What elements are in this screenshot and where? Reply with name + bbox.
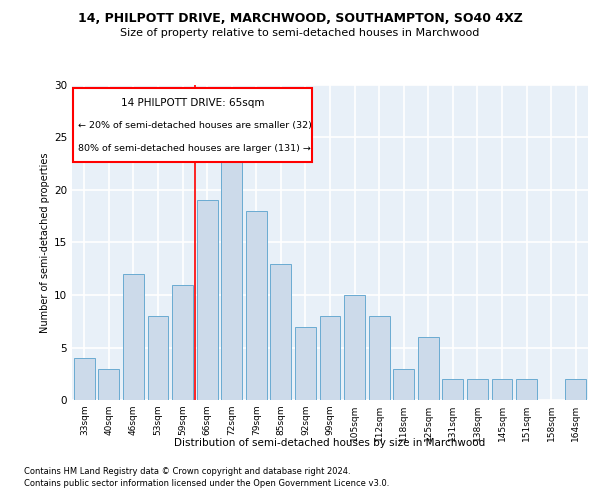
Bar	[295, 326, 316, 400]
Bar	[393, 368, 414, 400]
Text: Contains HM Land Registry data © Crown copyright and database right 2024.: Contains HM Land Registry data © Crown c…	[24, 467, 350, 476]
Bar	[368, 316, 389, 400]
Text: 14, PHILPOTT DRIVE, MARCHWOOD, SOUTHAMPTON, SO40 4XZ: 14, PHILPOTT DRIVE, MARCHWOOD, SOUTHAMPT…	[77, 12, 523, 26]
Bar	[197, 200, 218, 400]
Bar	[172, 284, 193, 400]
Bar	[271, 264, 292, 400]
Text: ← 20% of semi-detached houses are smaller (32): ← 20% of semi-detached houses are smalle…	[77, 120, 311, 130]
Bar	[344, 295, 365, 400]
Bar	[320, 316, 340, 400]
Bar	[491, 379, 512, 400]
Bar	[98, 368, 119, 400]
Text: 80% of semi-detached houses are larger (131) →: 80% of semi-detached houses are larger (…	[77, 144, 311, 154]
FancyBboxPatch shape	[73, 88, 313, 162]
Bar	[516, 379, 537, 400]
Text: Size of property relative to semi-detached houses in Marchwood: Size of property relative to semi-detach…	[121, 28, 479, 38]
Bar	[221, 138, 242, 400]
Bar	[148, 316, 169, 400]
Text: 14 PHILPOTT DRIVE: 65sqm: 14 PHILPOTT DRIVE: 65sqm	[121, 98, 264, 108]
Bar	[565, 379, 586, 400]
Y-axis label: Number of semi-detached properties: Number of semi-detached properties	[40, 152, 50, 333]
Bar	[123, 274, 144, 400]
Bar	[418, 337, 439, 400]
Text: Contains public sector information licensed under the Open Government Licence v3: Contains public sector information licen…	[24, 480, 389, 488]
Bar	[442, 379, 463, 400]
Bar	[74, 358, 95, 400]
Text: Distribution of semi-detached houses by size in Marchwood: Distribution of semi-detached houses by …	[175, 438, 485, 448]
Bar	[246, 211, 267, 400]
Bar	[467, 379, 488, 400]
